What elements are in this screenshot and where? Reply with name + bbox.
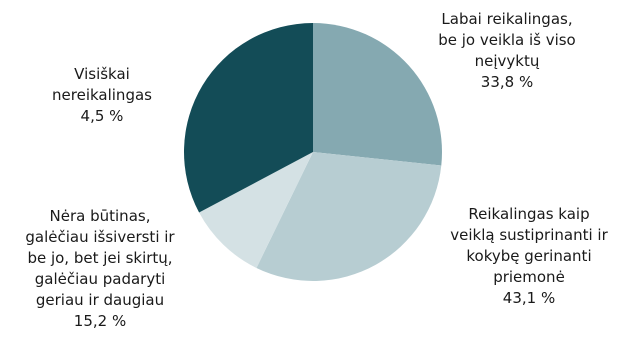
slice-label: Visiškai nereikalingas 4,5 %: [52, 65, 152, 125]
slice-category-label: Visiškai: [74, 65, 130, 83]
slice-category-label: galėčiau padaryti: [35, 270, 166, 288]
slice-category-label: be jo, bet jei skirtų,: [27, 249, 172, 267]
slice-category-label: Reikalingas kaip: [468, 205, 589, 223]
pie-slice: [313, 23, 442, 166]
pie-slice: [199, 152, 313, 268]
slice-value-label: 4,5 %: [81, 107, 124, 125]
pie-slice: [184, 23, 313, 213]
slice-value-label: 15,2 %: [74, 312, 126, 330]
slice-category-label: neįvyktų: [475, 52, 540, 70]
slice-value-label: 43,1 %: [503, 289, 555, 307]
pie-labels: Labai reikalingas, be jo veikla iš viso ne…: [25, 10, 608, 330]
slice-category-label: geriau ir daugiau: [36, 291, 164, 309]
slice-category-label: veiklą sustiprinanti ir: [450, 226, 608, 244]
slice-category-label: be jo veikla iš viso: [438, 31, 576, 49]
slice-category-label: kokybę gerinanti: [466, 247, 591, 265]
slice-category-label: Labai reikalingas,: [441, 10, 572, 28]
slice-category-label: Nėra būtinas,: [50, 207, 151, 225]
slice-label: Nėra būtinas, galėčiau išsiversti ir be jo…: [25, 207, 175, 330]
slice-category-label: nereikalingas: [52, 86, 152, 104]
slice-category-label: galėčiau išsiversti ir: [25, 228, 175, 246]
pie-slice: [256, 152, 442, 281]
slice-label: Reikalingas kaip veiklą sustiprinanti ir k…: [450, 205, 608, 307]
slice-label: Labai reikalingas, be jo veikla iš viso ne…: [438, 10, 576, 91]
pie-slices: [184, 23, 442, 281]
slice-value-label: 33,8 %: [481, 73, 533, 91]
slice-category-label: priemonė: [493, 268, 565, 286]
